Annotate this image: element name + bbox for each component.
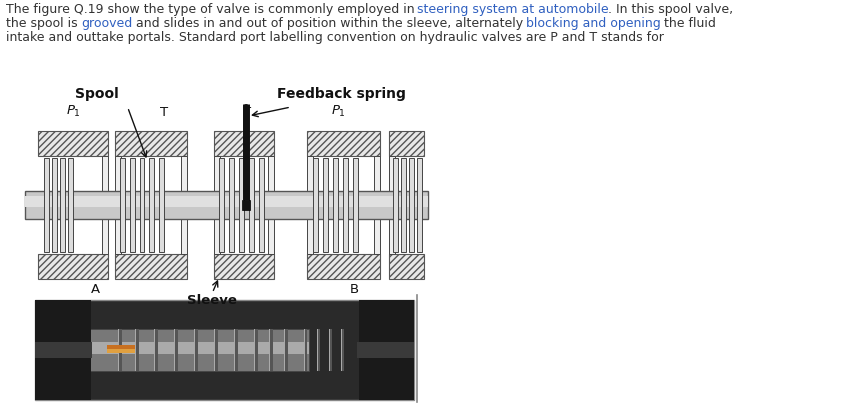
Bar bbox=[392, 158, 397, 252]
Text: the spool is: the spool is bbox=[6, 17, 82, 30]
Bar bbox=[115, 254, 187, 279]
Bar bbox=[401, 158, 406, 252]
Bar bbox=[129, 158, 134, 252]
Bar bbox=[389, 131, 425, 156]
Bar bbox=[120, 158, 124, 252]
Bar bbox=[117, 329, 118, 371]
Bar bbox=[254, 329, 258, 371]
Bar bbox=[154, 329, 156, 371]
Bar bbox=[304, 329, 305, 371]
Bar bbox=[106, 349, 134, 353]
Bar bbox=[174, 329, 179, 371]
Text: blocking and opening: blocking and opening bbox=[526, 17, 661, 30]
Bar bbox=[106, 345, 134, 353]
Bar bbox=[89, 342, 309, 354]
Bar bbox=[115, 131, 187, 156]
Bar bbox=[214, 156, 220, 254]
Bar bbox=[333, 158, 338, 252]
Bar bbox=[134, 329, 135, 371]
Bar bbox=[214, 329, 215, 371]
Bar bbox=[68, 158, 72, 252]
Bar bbox=[194, 329, 196, 371]
Bar bbox=[35, 300, 414, 400]
Text: the fluid: the fluid bbox=[660, 17, 717, 30]
Text: Feedback spring: Feedback spring bbox=[277, 87, 406, 101]
Bar bbox=[174, 329, 175, 371]
Bar bbox=[304, 329, 307, 371]
Text: A: A bbox=[91, 283, 100, 296]
Bar bbox=[181, 156, 187, 254]
Bar bbox=[25, 196, 429, 207]
Bar bbox=[117, 329, 122, 371]
Bar bbox=[37, 131, 107, 156]
Bar bbox=[269, 329, 270, 371]
Bar bbox=[389, 156, 395, 254]
Bar bbox=[284, 329, 285, 371]
Bar bbox=[313, 158, 318, 252]
Bar bbox=[154, 329, 158, 371]
Text: $P_1$: $P_1$ bbox=[66, 104, 81, 119]
Bar bbox=[307, 254, 380, 279]
Bar bbox=[374, 156, 380, 254]
Text: Spool: Spool bbox=[75, 87, 118, 101]
Bar bbox=[25, 191, 429, 219]
Bar bbox=[234, 329, 238, 371]
Bar bbox=[101, 156, 107, 254]
Bar bbox=[353, 158, 357, 252]
Bar bbox=[259, 158, 264, 252]
Text: T: T bbox=[243, 106, 251, 119]
Bar bbox=[359, 300, 414, 400]
Bar bbox=[323, 158, 328, 252]
Bar bbox=[307, 131, 380, 156]
Bar bbox=[52, 158, 57, 252]
Bar bbox=[408, 158, 414, 252]
Bar bbox=[254, 329, 255, 371]
Bar bbox=[35, 342, 92, 358]
Bar bbox=[268, 156, 274, 254]
Bar bbox=[159, 158, 164, 252]
Bar bbox=[269, 329, 273, 371]
Bar bbox=[60, 158, 65, 252]
Bar bbox=[328, 329, 330, 371]
Text: steering system at automobile: steering system at automobile bbox=[417, 3, 608, 16]
Bar bbox=[194, 329, 198, 371]
Bar bbox=[214, 329, 218, 371]
Bar bbox=[229, 158, 234, 252]
Bar bbox=[340, 329, 342, 371]
Text: T: T bbox=[160, 106, 168, 119]
Bar bbox=[343, 158, 348, 252]
Bar bbox=[44, 158, 49, 252]
Bar bbox=[214, 254, 274, 279]
Bar bbox=[357, 342, 414, 358]
Text: B: B bbox=[350, 283, 359, 296]
Bar bbox=[328, 329, 332, 371]
Bar bbox=[234, 329, 235, 371]
Bar bbox=[307, 156, 313, 254]
Bar bbox=[416, 158, 421, 252]
Bar bbox=[134, 329, 139, 371]
Text: $P_1$: $P_1$ bbox=[331, 104, 346, 119]
Bar bbox=[140, 158, 145, 252]
Text: . In this spool valve,: . In this spool valve, bbox=[608, 3, 734, 16]
Bar bbox=[249, 158, 254, 252]
Bar bbox=[220, 158, 224, 252]
Text: Sleeve: Sleeve bbox=[187, 294, 237, 307]
Bar bbox=[35, 300, 91, 400]
Bar bbox=[239, 158, 244, 252]
Bar bbox=[115, 156, 121, 254]
Bar bbox=[89, 329, 309, 371]
Text: The figure Q.19 show the type of valve is commonly employed in: The figure Q.19 show the type of valve i… bbox=[6, 3, 419, 16]
Bar bbox=[389, 254, 425, 279]
Bar bbox=[284, 329, 288, 371]
Bar bbox=[340, 329, 344, 371]
Bar bbox=[150, 158, 154, 252]
Text: and slides in and out of position within the sleeve, alternately: and slides in and out of position within… bbox=[133, 17, 528, 30]
Text: intake and outtake portals. Standard port labelling convention on hydraulic valv: intake and outtake portals. Standard por… bbox=[6, 31, 664, 44]
Bar bbox=[317, 329, 318, 371]
Text: grooved: grooved bbox=[82, 17, 133, 30]
Bar bbox=[243, 200, 250, 210]
Bar bbox=[37, 254, 107, 279]
Bar bbox=[214, 131, 274, 156]
Bar bbox=[317, 329, 320, 371]
